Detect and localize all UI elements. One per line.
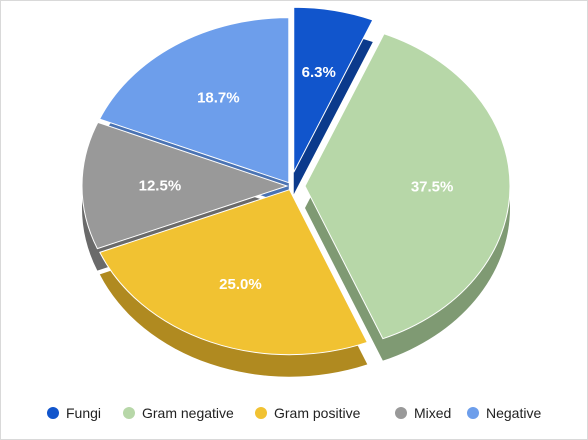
legend-item-gram-positive[interactable]: Gram positive <box>255 405 361 421</box>
legend-swatch-negative <box>467 407 479 419</box>
slice-label-gram-negative: 37.5% <box>411 178 454 195</box>
legend-item-gram-negative[interactable]: Gram negative <box>123 405 234 421</box>
slice-fungi[interactable] <box>293 6 374 173</box>
legend: Fungi Gram negative Gram positive Mixed Nega… <box>47 405 541 421</box>
legend-swatch-fungi <box>47 407 59 419</box>
legend-swatch-gram-negative <box>123 407 135 419</box>
pie-labels: 6.3% 37.5% 25.0% 12.5% 18.7% <box>139 64 454 293</box>
legend-swatch-mixed <box>395 407 407 419</box>
legend-label-negative: Negative <box>486 405 541 421</box>
legend-swatch-gram-positive <box>255 407 267 419</box>
legend-item-fungi[interactable]: Fungi <box>47 405 101 421</box>
legend-label-gram-positive: Gram positive <box>274 405 361 421</box>
legend-label-gram-negative: Gram negative <box>142 405 234 421</box>
slice-negative[interactable] <box>98 17 290 184</box>
slice-gram-positive[interactable] <box>99 189 369 356</box>
pie-tops <box>81 6 511 356</box>
legend-label-fungi: Fungi <box>66 405 101 421</box>
slice-mixed[interactable] <box>81 121 289 250</box>
slice-gram-negative[interactable] <box>304 33 511 340</box>
legend-label-mixed: Mixed <box>414 405 451 421</box>
legend-item-negative[interactable]: Negative <box>467 405 541 421</box>
slice-label-gram-positive: 25.0% <box>219 276 262 293</box>
slice-label-negative: 18.7% <box>197 90 240 107</box>
slice-label-mixed: 12.5% <box>139 178 182 195</box>
slice-label-fungi: 6.3% <box>302 64 336 81</box>
legend-item-mixed[interactable]: Mixed <box>395 405 451 421</box>
